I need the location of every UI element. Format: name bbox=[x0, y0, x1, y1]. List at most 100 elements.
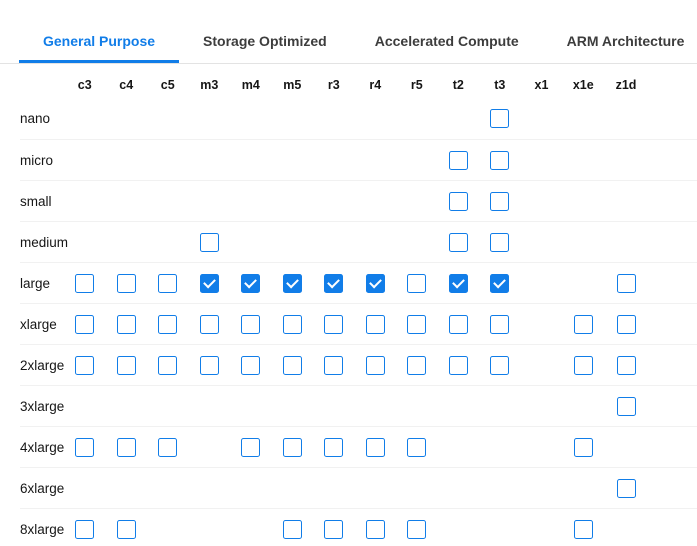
checkbox-2xlarge-t3[interactable] bbox=[490, 355, 510, 375]
checkbox-small-t3[interactable] bbox=[490, 191, 510, 211]
checkbox-4xlarge-c5[interactable] bbox=[158, 437, 178, 457]
checkbox-xlarge-m4[interactable] bbox=[241, 314, 261, 334]
cell-micro-x1e bbox=[563, 140, 605, 180]
checkbox-xlarge-m5[interactable] bbox=[282, 314, 302, 334]
checkbox-2xlarge-m4[interactable] bbox=[241, 355, 261, 375]
checkbox-large-t2[interactable] bbox=[448, 273, 468, 293]
checkbox-xlarge-z1d[interactable] bbox=[616, 314, 636, 334]
checkbox-micro-t3[interactable] bbox=[490, 150, 510, 170]
checkbox-2xlarge-r4[interactable] bbox=[365, 355, 385, 375]
checkbox-8xlarge-r5[interactable] bbox=[407, 519, 427, 539]
checkbox-xlarge-c3[interactable] bbox=[75, 314, 95, 334]
checkbox-2xlarge-z1d[interactable] bbox=[616, 355, 636, 375]
tab-accelerated-compute[interactable]: Accelerated Compute bbox=[374, 32, 519, 49]
checkbox-4xlarge-c3[interactable] bbox=[75, 437, 95, 457]
checkbox-xlarge-t3[interactable] bbox=[490, 314, 510, 334]
checkbox-3xlarge-z1d[interactable] bbox=[616, 396, 636, 416]
checkbox-8xlarge-m5[interactable] bbox=[282, 519, 302, 539]
checkbox-large-c5[interactable] bbox=[158, 273, 178, 293]
checkbox-small-t2[interactable] bbox=[448, 191, 468, 211]
cell-3xlarge-t3 bbox=[479, 386, 521, 426]
cell-medium-c4 bbox=[106, 222, 148, 262]
checkbox-8xlarge-r3[interactable] bbox=[324, 519, 344, 539]
checkbox-4xlarge-r5[interactable] bbox=[407, 437, 427, 457]
cell-3xlarge-c3 bbox=[64, 386, 106, 426]
cell-micro-m5 bbox=[272, 140, 314, 180]
checkbox-large-z1d[interactable] bbox=[616, 273, 636, 293]
checkbox-4xlarge-m5[interactable] bbox=[282, 437, 302, 457]
checkbox-xlarge-x1e[interactable] bbox=[573, 314, 593, 334]
cell-small-r3 bbox=[313, 181, 355, 221]
cell-8xlarge-r3 bbox=[313, 509, 355, 546]
cell-8xlarge-r4 bbox=[355, 509, 397, 546]
cell-4xlarge-c4 bbox=[106, 427, 148, 467]
cell-large-m4 bbox=[230, 263, 272, 303]
checkbox-2xlarge-c3[interactable] bbox=[75, 355, 95, 375]
cell-xlarge-r5 bbox=[396, 304, 438, 344]
tab-general-purpose[interactable]: General Purpose bbox=[19, 18, 179, 63]
cell-micro-c4 bbox=[106, 140, 148, 180]
checkbox-2xlarge-c5[interactable] bbox=[158, 355, 178, 375]
cell-6xlarge-m4 bbox=[230, 468, 272, 508]
checkbox-xlarge-r4[interactable] bbox=[365, 314, 385, 334]
checkbox-6xlarge-z1d[interactable] bbox=[616, 478, 636, 498]
matrix-row-large: large bbox=[20, 262, 697, 303]
checkbox-8xlarge-c3[interactable] bbox=[75, 519, 95, 539]
checkbox-medium-t2[interactable] bbox=[448, 232, 468, 252]
checkbox-4xlarge-x1e[interactable] bbox=[573, 437, 593, 457]
checkbox-large-m4[interactable] bbox=[241, 273, 261, 293]
checkbox-medium-m3[interactable] bbox=[199, 232, 219, 252]
checkbox-4xlarge-m4[interactable] bbox=[241, 437, 261, 457]
checkbox-xlarge-r5[interactable] bbox=[407, 314, 427, 334]
cell-4xlarge-x1 bbox=[521, 427, 563, 467]
cell-2xlarge-m5 bbox=[272, 345, 314, 385]
cell-2xlarge-r3 bbox=[313, 345, 355, 385]
checkbox-4xlarge-r3[interactable] bbox=[324, 437, 344, 457]
checkbox-xlarge-c4[interactable] bbox=[116, 314, 136, 334]
matrix-row-6xlarge: 6xlarge bbox=[20, 467, 697, 508]
cell-micro-r4 bbox=[355, 140, 397, 180]
matrix-row-2xlarge: 2xlarge bbox=[20, 344, 697, 385]
cell-medium-t2 bbox=[438, 222, 480, 262]
cell-medium-r5 bbox=[396, 222, 438, 262]
checkbox-xlarge-r3[interactable] bbox=[324, 314, 344, 334]
cell-micro-t3 bbox=[479, 140, 521, 180]
checkbox-2xlarge-x1e[interactable] bbox=[573, 355, 593, 375]
checkbox-8xlarge-r4[interactable] bbox=[365, 519, 385, 539]
checkbox-xlarge-t2[interactable] bbox=[448, 314, 468, 334]
cell-3xlarge-m3 bbox=[189, 386, 231, 426]
checkbox-2xlarge-r5[interactable] bbox=[407, 355, 427, 375]
checkbox-large-r3[interactable] bbox=[324, 273, 344, 293]
checkbox-medium-t3[interactable] bbox=[490, 232, 510, 252]
tab-arm-architecture[interactable]: ARM Architecture bbox=[566, 32, 685, 49]
checkbox-xlarge-c5[interactable] bbox=[158, 314, 178, 334]
row-label-small: small bbox=[20, 193, 52, 209]
cell-6xlarge-m5 bbox=[272, 468, 314, 508]
checkbox-2xlarge-t2[interactable] bbox=[448, 355, 468, 375]
checkbox-4xlarge-c4[interactable] bbox=[116, 437, 136, 457]
checkbox-2xlarge-r3[interactable] bbox=[324, 355, 344, 375]
tab-storage-optimized[interactable]: Storage Optimized bbox=[203, 32, 327, 49]
cell-xlarge-m4 bbox=[230, 304, 272, 344]
checkbox-8xlarge-c4[interactable] bbox=[116, 519, 136, 539]
checkbox-2xlarge-m5[interactable] bbox=[282, 355, 302, 375]
checkbox-large-m5[interactable] bbox=[282, 273, 302, 293]
checkbox-large-c4[interactable] bbox=[116, 273, 136, 293]
checkbox-2xlarge-c4[interactable] bbox=[116, 355, 136, 375]
checkbox-large-m3[interactable] bbox=[199, 273, 219, 293]
matrix-corner bbox=[20, 64, 64, 98]
checkbox-large-r5[interactable] bbox=[407, 273, 427, 293]
checkbox-large-t3[interactable] bbox=[490, 273, 510, 293]
checkbox-8xlarge-x1e[interactable] bbox=[573, 519, 593, 539]
checkbox-xlarge-m3[interactable] bbox=[199, 314, 219, 334]
checkbox-micro-t2[interactable] bbox=[448, 150, 468, 170]
cell-small-z1d bbox=[604, 181, 648, 221]
checkbox-nano-t3[interactable] bbox=[490, 109, 510, 128]
checkbox-4xlarge-r4[interactable] bbox=[365, 437, 385, 457]
cell-8xlarge-r5 bbox=[396, 509, 438, 546]
cell-xlarge-t3 bbox=[479, 304, 521, 344]
checkbox-large-c3[interactable] bbox=[75, 273, 95, 293]
checkbox-2xlarge-m3[interactable] bbox=[199, 355, 219, 375]
cell-small-r5 bbox=[396, 181, 438, 221]
checkbox-large-r4[interactable] bbox=[365, 273, 385, 293]
